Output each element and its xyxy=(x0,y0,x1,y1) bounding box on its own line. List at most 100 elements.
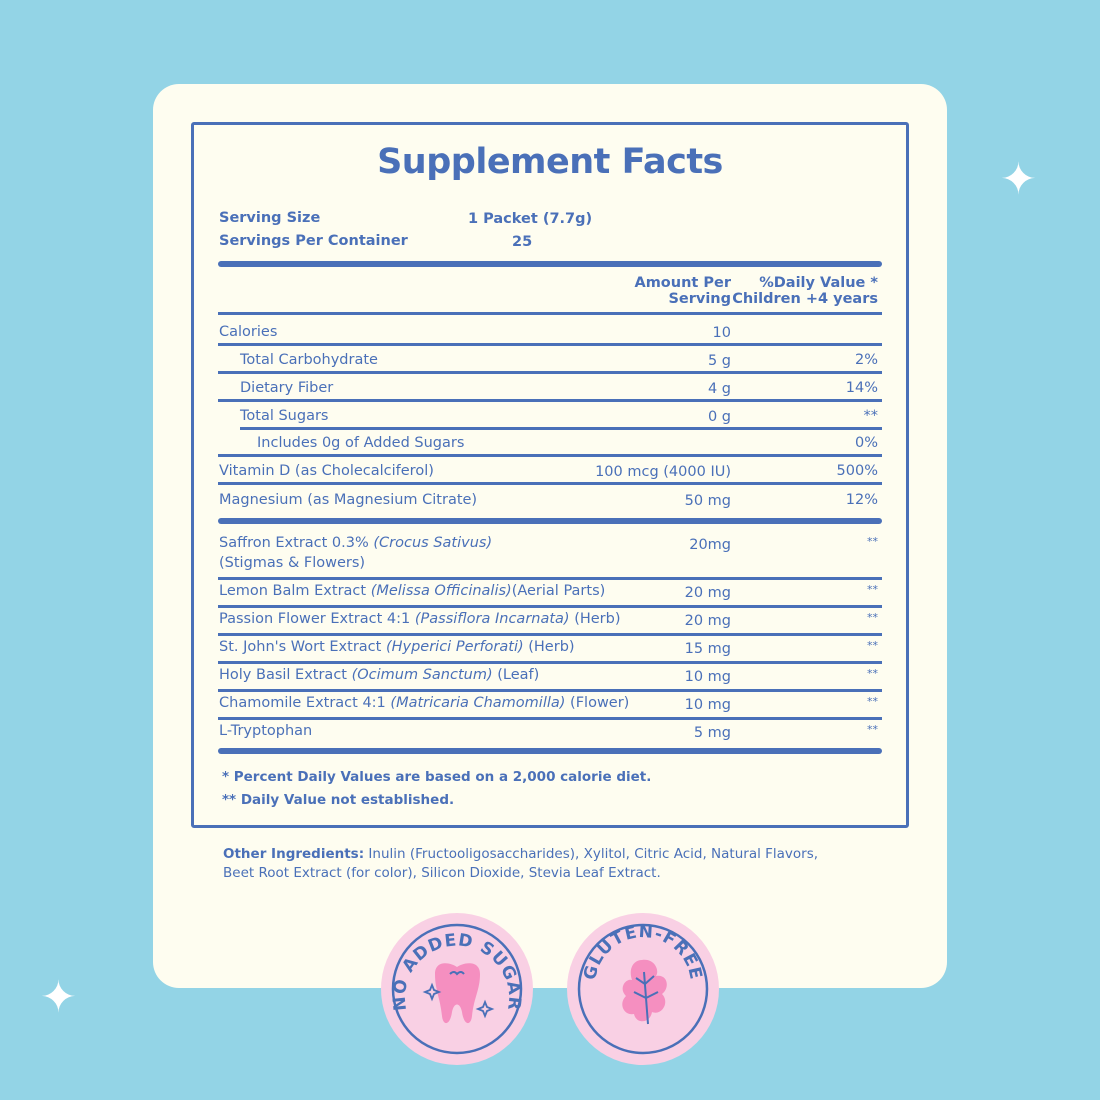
extract-name: Chamomile Extract 4:1 (Matricaria Chamom… xyxy=(219,695,629,711)
extract-part: (Flower) xyxy=(565,695,630,711)
extract-name: St. John's Wort Extract (Hyperici Perfor… xyxy=(219,639,575,655)
divider xyxy=(218,261,882,267)
extract-label: Lemon Balm Extract xyxy=(219,583,371,599)
extract-amount: 10 mg xyxy=(684,669,731,685)
divider xyxy=(218,605,882,608)
divider xyxy=(218,661,882,664)
extract-part: (Herb) xyxy=(569,611,621,627)
label-card xyxy=(153,84,947,988)
divider xyxy=(218,689,882,692)
nutrient-dv: 12% xyxy=(845,492,878,508)
extract-label: Passion Flower Extract 4:1 xyxy=(219,611,415,627)
extract-amount: 20 mg xyxy=(684,613,731,629)
extract-dv: ** xyxy=(867,723,878,736)
other-ingredients-label: Other Ingredients: xyxy=(223,846,365,862)
nutrient-dv: 500% xyxy=(836,463,878,479)
extract-dv: ** xyxy=(867,667,878,680)
divider xyxy=(218,343,882,346)
extract-latin: (Matricaria Chamomilla) xyxy=(390,695,566,711)
divider xyxy=(218,312,882,315)
divider xyxy=(240,427,882,430)
nutrient-name: Calories xyxy=(219,324,278,340)
other-ingredients-text: Inulin (Fructooligosaccharides), Xylitol… xyxy=(364,846,819,862)
dv-header-line1: %Daily Value * xyxy=(759,275,878,291)
sparkle-icon: ✦ xyxy=(1000,154,1037,205)
nutrient-dv: 14% xyxy=(845,380,878,396)
extract-amount: 20mg xyxy=(689,537,731,553)
extract-amount: 5 mg xyxy=(693,725,731,741)
supplement-facts-frame xyxy=(191,122,909,828)
extract-latin: (Hyperici Perforati) xyxy=(385,639,524,655)
nutrient-amount: 0 g xyxy=(707,409,731,425)
sparkle-icon: ✦ xyxy=(40,972,77,1023)
extract-amount: 10 mg xyxy=(684,697,731,713)
nutrient-name: Total Carbohydrate xyxy=(240,352,378,368)
divider xyxy=(218,748,882,754)
nutrient-name: Magnesium (as Magnesium Citrate) xyxy=(219,492,478,508)
extract-name: Lemon Balm Extract (Melissa Officinalis)… xyxy=(219,583,605,599)
divider xyxy=(218,399,882,402)
extract-name: Passion Flower Extract 4:1 (Passiflora I… xyxy=(219,611,621,627)
divider xyxy=(218,518,882,524)
amount-header: Amount Per Serving xyxy=(634,275,731,307)
extract-latin: (Passiflora Incarnata) xyxy=(414,611,570,627)
nutrient-amount: 4 g xyxy=(707,381,731,397)
extract-name: Saffron Extract 0.3% (Crocus Sativus) xyxy=(219,535,492,551)
extract-label: St. John's Wort Extract xyxy=(219,639,386,655)
extract-part: (Leaf) xyxy=(492,667,540,683)
gluten-free-badge: GLUTEN-FREE xyxy=(567,913,719,1065)
servings-per-container-value: 25 xyxy=(512,234,533,250)
footnote: ** Daily Value not established. xyxy=(222,792,455,808)
extract-latin: (Ocimum Sanctum) xyxy=(351,667,493,683)
nutrient-name: Includes 0g of Added Sugars xyxy=(257,435,465,451)
divider xyxy=(218,577,882,580)
extract-part: (Aerial Parts) xyxy=(511,583,606,599)
leaf-icon xyxy=(622,959,667,1025)
extract-dv: ** xyxy=(867,639,878,652)
extract-label: Chamomile Extract 4:1 xyxy=(219,695,391,711)
page-title: Supplement Facts xyxy=(377,142,723,182)
extract-name: L-Tryptophan xyxy=(219,723,312,739)
nutrient-dv: 0% xyxy=(854,435,878,451)
divider xyxy=(218,717,882,720)
nutrient-dv: 2% xyxy=(854,352,878,368)
extract-dv: ** xyxy=(867,695,878,708)
servings-per-container-label: Servings Per Container xyxy=(219,233,408,249)
divider xyxy=(218,633,882,636)
extract-label: Holy Basil Extract xyxy=(219,667,352,683)
nutrient-dv: ** xyxy=(863,408,879,424)
nutrient-name: Dietary Fiber xyxy=(240,380,334,396)
extract-name-line2: (Stigmas & Flowers) xyxy=(219,555,366,571)
nutrient-amount: 10 xyxy=(712,325,731,341)
nutrient-amount: 100 mcg (4000 IU) xyxy=(595,464,731,480)
serving-size-value: 1 Packet (7.7g) xyxy=(468,211,593,227)
extract-dv: ** xyxy=(867,535,878,548)
nutrient-amount: 5 g xyxy=(707,353,731,369)
extract-amount: 20 mg xyxy=(684,585,731,601)
dv-header: %Daily Value * Children +4 years xyxy=(732,275,878,307)
extract-name: Holy Basil Extract (Ocimum Sanctum) (Lea… xyxy=(219,667,539,683)
divider xyxy=(218,371,882,374)
extract-label: Saffron Extract 0.3% xyxy=(219,535,374,551)
other-ingredients: Other Ingredients: Inulin (Fructooligosa… xyxy=(223,845,818,883)
nutrient-name: Vitamin D (as Cholecalciferol) xyxy=(219,463,434,479)
dv-header-line2: Children +4 years xyxy=(732,291,878,307)
no-added-sugar-badge: NO ADDED SUGAR xyxy=(381,913,533,1065)
extract-part: (Herb) xyxy=(523,639,575,655)
divider xyxy=(218,454,882,457)
tooth-icon xyxy=(422,963,495,1024)
extract-dv: ** xyxy=(867,611,878,624)
nutrient-name: Total Sugars xyxy=(240,408,329,424)
divider xyxy=(218,482,882,485)
amount-header-line2: Serving xyxy=(668,291,731,307)
serving-size-label: Serving Size xyxy=(219,210,321,226)
footnote: * Percent Daily Values are based on a 2,… xyxy=(222,769,652,785)
extract-amount: 15 mg xyxy=(684,641,731,657)
extract-dv: ** xyxy=(867,583,878,596)
nutrient-amount: 50 mg xyxy=(684,493,731,509)
extract-label: L-Tryptophan xyxy=(219,723,313,739)
extract-latin: (Crocus Sativus) xyxy=(373,535,493,551)
extract-latin: (Melissa Officinalis) xyxy=(370,583,512,599)
amount-header-line1: Amount Per xyxy=(634,275,731,291)
other-ingredients-text: Beet Root Extract (for color), Silicon D… xyxy=(223,865,661,881)
